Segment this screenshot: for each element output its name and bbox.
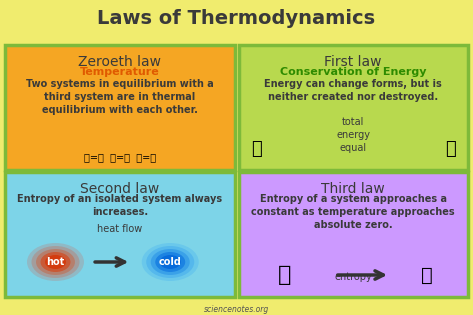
Text: Temperature: Temperature bbox=[80, 67, 159, 77]
Text: Energy can change forms, but is
neither created nor destroyed.: Energy can change forms, but is neither … bbox=[264, 79, 442, 102]
Ellipse shape bbox=[32, 246, 79, 278]
Text: Zeroeth law: Zeroeth law bbox=[78, 55, 161, 69]
Text: 🤸: 🤸 bbox=[251, 140, 262, 158]
Text: sciencenotes.org: sciencenotes.org bbox=[204, 305, 269, 313]
Text: entropy: entropy bbox=[334, 272, 372, 282]
Text: 🏠=🚗  ⛵=🚗  🏠=⛵: 🏠=🚗 ⛵=🚗 🏠=⛵ bbox=[84, 152, 156, 162]
Ellipse shape bbox=[45, 255, 66, 269]
Ellipse shape bbox=[146, 246, 194, 278]
Text: First law: First law bbox=[324, 55, 382, 69]
FancyBboxPatch shape bbox=[5, 172, 235, 297]
Text: Entropy of an isolated system always
increases.: Entropy of an isolated system always inc… bbox=[17, 194, 222, 217]
Text: heat flow: heat flow bbox=[97, 224, 142, 234]
FancyBboxPatch shape bbox=[238, 172, 468, 297]
Ellipse shape bbox=[142, 243, 199, 281]
Text: 🤸: 🤸 bbox=[445, 140, 455, 158]
Text: Second law: Second law bbox=[80, 182, 159, 196]
FancyBboxPatch shape bbox=[238, 45, 468, 170]
Ellipse shape bbox=[27, 243, 84, 281]
Ellipse shape bbox=[36, 249, 75, 275]
Text: Conservation of Energy: Conservation of Energy bbox=[280, 67, 427, 77]
Text: Entropy of a system approaches a
constant as temperature approaches
absolute zer: Entropy of a system approaches a constan… bbox=[252, 194, 455, 230]
Text: cold: cold bbox=[159, 257, 182, 267]
Text: 🌡️: 🌡️ bbox=[278, 265, 291, 285]
Text: 🧊: 🧊 bbox=[421, 266, 433, 284]
Text: hot: hot bbox=[46, 257, 65, 267]
Text: total
energy
equal: total energy equal bbox=[336, 117, 370, 153]
Text: Two systems in equilibrium with a
third system are in thermal
equilibrium with e: Two systems in equilibrium with a third … bbox=[26, 79, 214, 115]
Ellipse shape bbox=[41, 252, 70, 272]
Ellipse shape bbox=[151, 249, 190, 275]
FancyBboxPatch shape bbox=[5, 45, 235, 170]
Text: Laws of Thermodynamics: Laws of Thermodynamics bbox=[97, 9, 376, 28]
Text: Third law: Third law bbox=[321, 182, 385, 196]
Ellipse shape bbox=[160, 255, 181, 269]
Ellipse shape bbox=[155, 252, 185, 272]
